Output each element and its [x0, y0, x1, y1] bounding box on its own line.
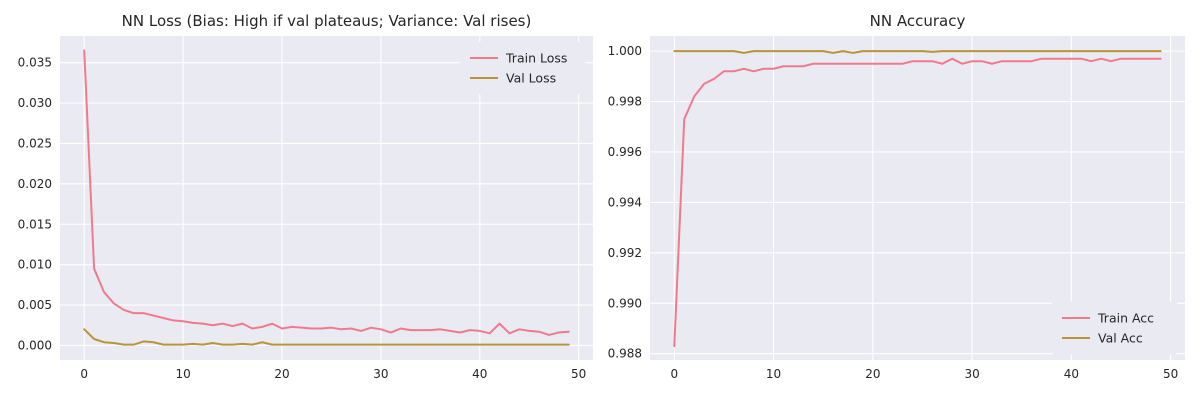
loss-y-tick-label: 0.000 — [18, 338, 52, 352]
loss-chart: 0 10 20 30 40 50 0.0000.0050.0100.0150.0200.0… — [18, 12, 593, 381]
accuracy-series — [673, 50, 1162, 348]
loss-series — [83, 49, 570, 346]
accuracy-series-val-acc — [673, 50, 1162, 54]
loss-x-tick-label: 10 — [175, 367, 190, 381]
accuracy-y-tick-label: 1.000 — [608, 44, 642, 58]
accuracy-y-tick-label: 0.990 — [608, 296, 642, 310]
loss-y-axis: 0.000 0.005 0.010 0.015 0.020 0.025 0.030 0.035 — [18, 56, 52, 353]
loss-series-val-loss — [83, 328, 570, 346]
accuracy-x-tick-label: 0 — [670, 367, 678, 381]
loss-y-tick-label: 0.025 — [18, 136, 52, 150]
loss-y-tick-label: 0.010 — [18, 258, 52, 272]
loss-chart-title: NN Loss (Bias: High if val plateaus; Var… — [122, 12, 532, 30]
accuracy-x-tick-label: 10 — [766, 367, 781, 381]
loss-y-tick-label: 0.005 — [18, 298, 52, 312]
loss-x-tick-label: 0 — [80, 367, 88, 381]
accuracy-series-train-acc — [673, 57, 1162, 348]
loss-y-tick-label: 0.020 — [18, 177, 52, 191]
accuracy-chart-title: NN Accuracy — [870, 12, 966, 30]
accuracy-y-tick-label: 0.992 — [608, 246, 642, 260]
accuracy-x-tick-label: 50 — [1163, 367, 1178, 381]
loss-x-tick-label: 20 — [274, 367, 289, 381]
accuracy-x-tick-label: 20 — [865, 367, 880, 381]
accuracy-x-axis: 0 10 20 30 40 50 — [670, 367, 1178, 381]
loss-legend: Train Loss Val Loss — [459, 41, 586, 95]
accuracy-x-tick-label: 30 — [964, 367, 979, 381]
legend-label-train-loss: Train Loss — [505, 51, 567, 66]
accuracy-y-tick-label: 0.998 — [608, 95, 642, 109]
accuracy-y-tick-label: 0.988 — [608, 347, 642, 361]
accuracy-y-axis: 0.988 0.990 0.992 0.994 0.996 0.998 1.000 — [608, 44, 642, 361]
accuracy-y-tick-label: 0.996 — [608, 145, 642, 159]
accuracy-chart: 0 10 20 30 40 50 0.9880.9900.9920.9940.9960.9… — [608, 12, 1185, 381]
loss-x-tick-label: 50 — [571, 367, 586, 381]
loss-x-tick-label: 30 — [373, 367, 388, 381]
loss-x-axis: 0 10 20 30 40 50 — [80, 367, 586, 381]
loss-gridlines — [60, 36, 593, 360]
legend-label-val-acc: Val Acc — [1098, 331, 1143, 346]
loss-series-train-loss — [83, 49, 570, 336]
accuracy-legend: Train Acc Val Acc — [1051, 301, 1178, 355]
loss-y-tick-label: 0.030 — [18, 96, 52, 110]
legend-label-train-acc: Train Acc — [1097, 311, 1154, 326]
accuracy-y-tick-label: 0.994 — [608, 195, 642, 209]
loss-y-tick-label: 0.015 — [18, 217, 52, 231]
loss-legend-box — [459, 41, 586, 95]
legend-label-val-loss: Val Loss — [506, 71, 556, 86]
loss-x-tick-label: 40 — [472, 367, 487, 381]
accuracy-legend-box — [1051, 301, 1178, 355]
accuracy-x-tick-label: 40 — [1064, 367, 1079, 381]
loss-y-tick-label: 0.035 — [18, 56, 52, 70]
